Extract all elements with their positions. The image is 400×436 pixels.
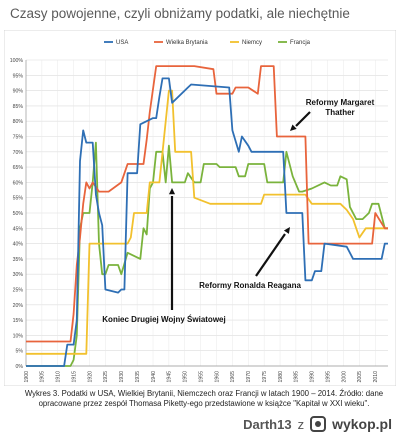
figure-caption: Wykres 3. Podatki w USA, Wielkiej Brytan… — [24, 389, 384, 408]
y-tick-label: 85% — [13, 104, 24, 110]
legend-label: Niemcy — [242, 40, 262, 46]
y-tick-label: 70% — [13, 150, 24, 156]
y-tick-label: 5% — [16, 349, 24, 355]
arrow-reagan — [255, 233, 286, 277]
series-line-francja — [26, 141, 388, 367]
x-tick-label: 1935 — [135, 371, 141, 383]
x-tick-label: 1960 — [214, 371, 220, 383]
x-tick-label: 1950 — [183, 371, 189, 383]
arrow-head — [290, 124, 297, 131]
y-tick-label: 25% — [13, 288, 24, 294]
legend-label: Wielka Brytania — [166, 40, 208, 46]
y-tick-label: 10% — [13, 333, 24, 339]
x-tick-label: 1955 — [198, 371, 204, 383]
x-tick-label: 2000 — [341, 371, 347, 383]
wykop-logo-icon — [310, 416, 327, 432]
series-line-wielka-brytania — [26, 65, 388, 343]
x-tick-label: 1990 — [310, 371, 316, 383]
y-tick-label: 0% — [16, 364, 24, 370]
y-tick-label: 35% — [13, 257, 24, 263]
y-tick-label: 30% — [13, 272, 24, 278]
arrow-head — [283, 227, 290, 234]
x-tick-label: 1975 — [262, 371, 268, 383]
y-tick-label: 100% — [10, 58, 24, 64]
y-tick-label: 40% — [13, 242, 24, 248]
x-tick-label: 2010 — [373, 371, 379, 383]
x-tick-label: 1980 — [278, 371, 284, 383]
annotation-reagan: Reformy Ronalda Reagana — [199, 281, 301, 290]
y-tick-label: 65% — [13, 165, 24, 171]
y-tick-label: 50% — [13, 211, 24, 217]
site-name: wykop.pl — [332, 416, 392, 432]
watermark-footer: Darth13 z wykop.pl — [243, 414, 392, 434]
page-title: Czasy powojenne, czyli obniżamy podatki,… — [10, 6, 350, 21]
x-tick-label: 1900 — [24, 371, 30, 383]
x-tick-label: 1995 — [325, 371, 331, 383]
x-tick-label: 1915 — [71, 371, 77, 383]
legend-label: USA — [116, 40, 128, 46]
y-tick-label: 20% — [13, 303, 24, 309]
y-tick-label: 80% — [13, 119, 24, 125]
chart: 0% 5% 10% 15% 20% 25% 30% 35% 40% 45% 50% 55% 60% 65%… — [3, 29, 397, 387]
y-tick-label: 75% — [13, 135, 24, 141]
x-tick-label: 1930 — [119, 371, 125, 383]
series-line-usa — [26, 77, 388, 367]
x-tick-label: 1905 — [40, 371, 46, 383]
y-tick-label: 95% — [13, 73, 24, 79]
y-tick-label: 55% — [13, 196, 24, 202]
x-tick-label: 1925 — [103, 371, 109, 383]
line-chart: 0% 5% 10% 15% 20% 25% 30% 35% 40% 45% 50% 55% 60% 65%… — [3, 29, 397, 387]
x-tick-label: 1970 — [246, 371, 252, 383]
annotation-wwii: Koniec Drugiej Wojny Światowej — [102, 315, 225, 324]
y-tick-label: 45% — [13, 226, 24, 232]
author-connector: z — [297, 416, 305, 432]
x-tick-label: 1945 — [167, 371, 173, 383]
x-tick-label: 1940 — [151, 371, 157, 383]
x-tick-label: 1920 — [87, 371, 93, 383]
author-name: Darth13 — [243, 416, 292, 432]
annotation-thatcher: Reformy Margaret Thather — [306, 98, 375, 117]
y-tick-label: 60% — [13, 180, 24, 186]
x-tick-label: 2005 — [357, 371, 363, 383]
x-tick-label: 1965 — [230, 371, 236, 383]
arrow-head — [168, 188, 176, 195]
y-tick-label: 15% — [13, 318, 24, 324]
legend-label: Francja — [290, 40, 311, 46]
x-tick-label: 1910 — [56, 371, 62, 383]
arrow-thatcher — [295, 111, 311, 127]
y-tick-label: 90% — [13, 89, 24, 95]
x-tick-label: 1985 — [294, 371, 300, 383]
series-line-niemcy — [26, 89, 388, 355]
